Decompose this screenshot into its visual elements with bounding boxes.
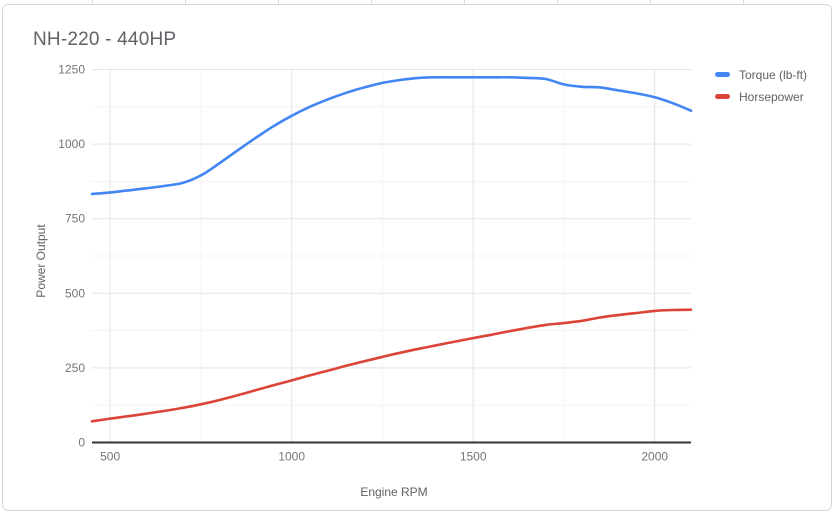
x-tick-label: 1500	[460, 450, 487, 464]
spreadsheet-sliver	[0, 0, 835, 4]
horsepower-series-line	[90, 308, 693, 423]
legend-label-horsepower: Horsepower	[739, 89, 804, 104]
chart-title: NH-220 - 440HP	[33, 29, 177, 50]
x-tick-label: 500	[100, 450, 120, 464]
y-tick-label: 1250	[58, 63, 85, 77]
y-tick-label: 1000	[58, 137, 85, 151]
torque-series-dash-icon	[715, 72, 730, 77]
y-tick-label: 0	[78, 436, 85, 450]
legend-item-torque: Torque (lb-ft)	[715, 67, 807, 82]
y-tick-label: 500	[65, 286, 85, 300]
x-tick-label: 1000	[278, 450, 305, 464]
y-tick-label: 750	[65, 212, 85, 226]
torque-series-line	[90, 75, 693, 196]
legend-label-torque: Torque (lb-ft)	[739, 67, 808, 82]
chart-card[interactable]: NH-220 - 440HP Torque (lb-ft) Horsepower…	[2, 4, 832, 511]
x-axis-title: Engine RPM	[360, 485, 428, 499]
horsepower-series-dash-icon	[715, 94, 730, 99]
legend: Torque (lb-ft) Horsepower	[715, 67, 807, 104]
y-tick-label: 250	[65, 361, 85, 375]
legend-item-horsepower: Horsepower	[715, 89, 807, 104]
x-tick-label: 2000	[641, 450, 668, 464]
